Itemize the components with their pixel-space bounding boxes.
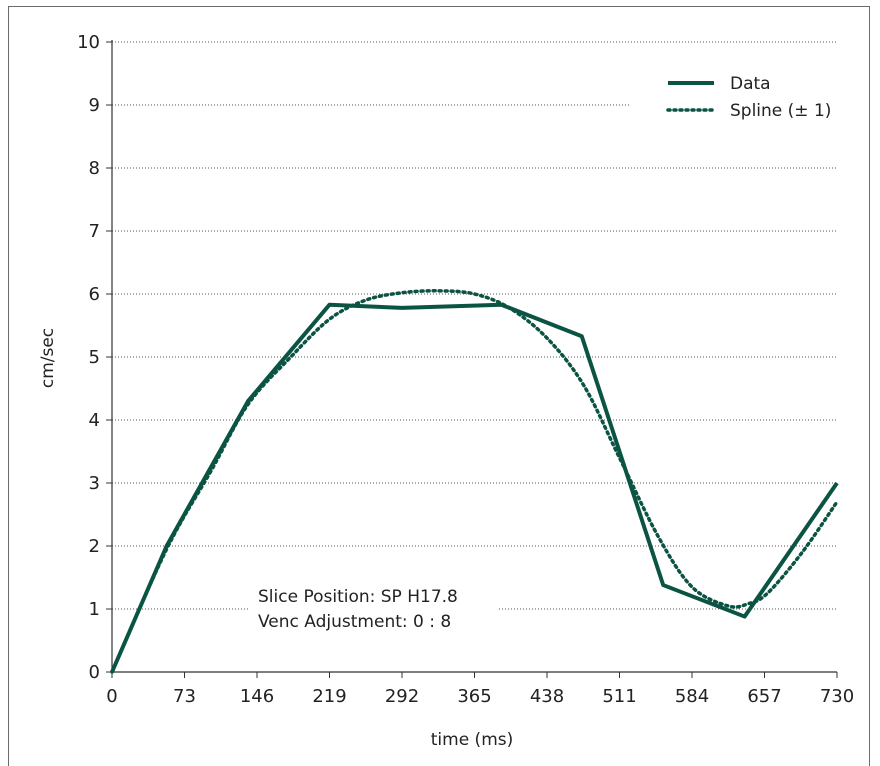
- y-tick-label-1: 1: [89, 599, 100, 620]
- y-tick-label-3: 3: [89, 473, 100, 494]
- y-tick-label-4: 4: [89, 410, 100, 431]
- x-tick-label-365: 365: [457, 686, 491, 707]
- annotation-slice-position: Slice Position: SP H17.8: [258, 587, 458, 607]
- y-tick-label-7: 7: [89, 221, 100, 242]
- x-tick-label-146: 146: [240, 686, 274, 707]
- x-tick-label-292: 292: [385, 686, 419, 707]
- y-axis-label: cm/sec: [38, 328, 58, 388]
- y-tick-label-8: 8: [89, 158, 100, 179]
- annotation-venc-adjustment: Venc Adjustment: 0 : 8: [258, 612, 451, 632]
- x-tick-label-511: 511: [602, 686, 636, 707]
- x-tick-label-657: 657: [747, 686, 781, 707]
- x-tick-label-730: 730: [820, 686, 854, 707]
- x-tick-label-73: 73: [173, 686, 196, 707]
- y-tick-label-10: 10: [77, 32, 100, 53]
- x-tick-label-219: 219: [312, 686, 346, 707]
- x-tick-label-584: 584: [675, 686, 709, 707]
- series: [110, 289, 839, 674]
- legend-label-spline: Spline (± 1): [730, 101, 831, 121]
- legend: Data Spline (± 1): [630, 68, 845, 130]
- series-spline-line: [110, 289, 839, 674]
- chart-frame: [8, 6, 870, 766]
- y-tick-label-2: 2: [89, 536, 100, 557]
- tick-labels: 0 1 2 3 4 5 6 7 8 9 10 0 73 146 219 292 365 438 511 584 657 7…: [77, 32, 854, 707]
- y-tick-label-9: 9: [89, 95, 100, 116]
- x-tick-label-438: 438: [530, 686, 564, 707]
- x-tick-label-0: 0: [106, 686, 117, 707]
- gridlines: [112, 41, 837, 610]
- legend-label-data: Data: [730, 74, 771, 94]
- y-tick-label-5: 5: [89, 347, 100, 368]
- x-axis-label: time (ms): [431, 730, 514, 750]
- annotation-box: Slice Position: SP H17.8 Venc Adjustment…: [249, 578, 499, 636]
- y-tick-label-6: 6: [89, 284, 100, 305]
- y-tick-label-0: 0: [89, 662, 100, 683]
- series-data-line: [110, 302, 839, 673]
